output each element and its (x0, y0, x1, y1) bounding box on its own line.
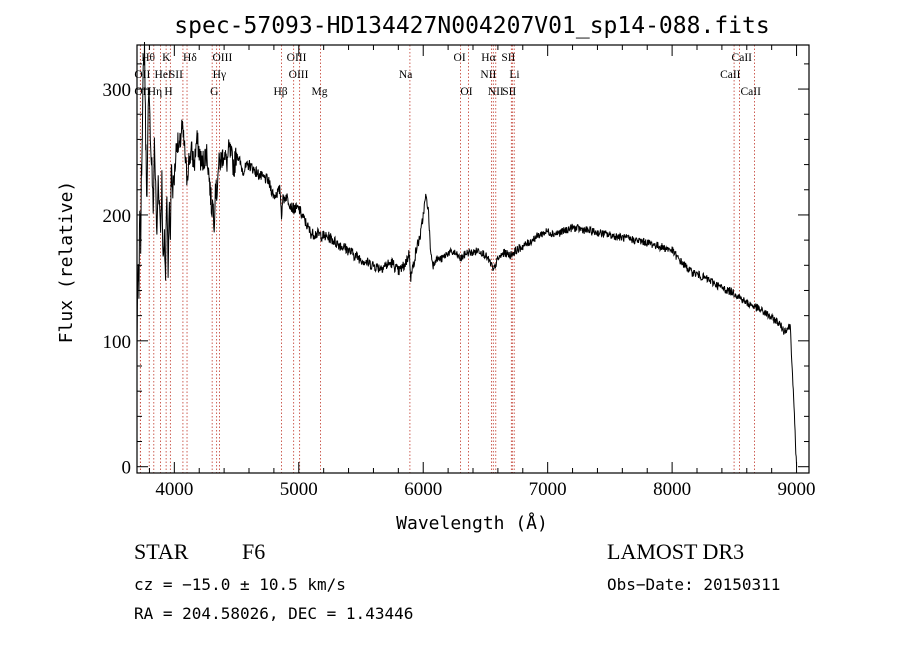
line-marker-label-1: OII (134, 69, 150, 81)
line-marker-label-16: Na (399, 69, 412, 81)
coordinates: RA = 204.58026, DEC = 1.43446 (134, 604, 413, 623)
x-tick-label-9000: 9000 (778, 479, 816, 500)
y-tick-label-200: 200 (103, 206, 132, 227)
line-marker-label-17: OI (454, 52, 466, 64)
line-marker-label-11: G (210, 86, 218, 98)
line-marker-label-23: Li (509, 69, 519, 81)
spectrum-series (136, 41, 798, 467)
x-tick-label-8000: 8000 (653, 479, 691, 500)
line-marker-label-7: H (164, 86, 172, 98)
chart-title: spec-57093-HD134427N004207V01_sp14-088.f… (174, 13, 769, 39)
line-marker-label-24: SII (502, 86, 516, 98)
line-marker-label-22: SII (501, 52, 515, 64)
line-marker-label-25: CaII (732, 52, 753, 64)
y-tick-label-100: 100 (103, 332, 132, 353)
line-marker-label-26: CaII (720, 69, 741, 81)
line-marker-label-4: HeI (155, 69, 172, 81)
object-class: STAR (134, 539, 189, 564)
line-marker-label-10: Hγ (213, 69, 226, 81)
y-axis-label: Flux (relative) (56, 181, 77, 344)
x-tick-label-6000: 6000 (404, 479, 442, 500)
line-marker-label-15: Mg (312, 86, 328, 98)
axes: 4000 5000 6000 7000 8000 9000 0 100 200 300 (103, 44, 816, 500)
x-tick-label-5000: 5000 (280, 479, 318, 500)
redshift-text: cz = −15.0 ± 10.5 km/s (134, 575, 346, 594)
plot-frame (136, 44, 810, 474)
line-marker-label-18: OI (460, 86, 472, 98)
x-axis-label: Wavelength (Å) (396, 512, 548, 534)
obs-date: Obs−Date: 20150311 (607, 575, 780, 594)
line-marker-label-6: SII (169, 69, 183, 81)
line-marker-label-19: Hα (481, 52, 495, 64)
x-tick-label-7000: 7000 (529, 479, 567, 500)
y-tick-label-300: 300 (103, 80, 132, 101)
line-marker-label-5: Hη (148, 86, 162, 98)
line-marker-label-27: CaII (740, 86, 761, 98)
survey-name: LAMOST DR3 (607, 539, 744, 564)
line-marker-label-14: OIII (289, 69, 309, 81)
y-tick-label-0: 0 (122, 458, 132, 479)
x-tick-label-4000: 4000 (155, 479, 193, 500)
line-marker-label-20: NII (480, 69, 496, 81)
line-marker-label-13: OIII (287, 52, 307, 64)
line-marker-label-21: NII (488, 86, 504, 98)
subclass: F6 (242, 539, 265, 564)
line-marker-label-9: OIII (213, 52, 233, 64)
series-line-flux (136, 41, 798, 467)
line-marker-label-12: Hβ (273, 86, 287, 98)
line-marker-label-8: Hδ (183, 52, 197, 64)
line-marker-label-3: K (162, 52, 171, 64)
